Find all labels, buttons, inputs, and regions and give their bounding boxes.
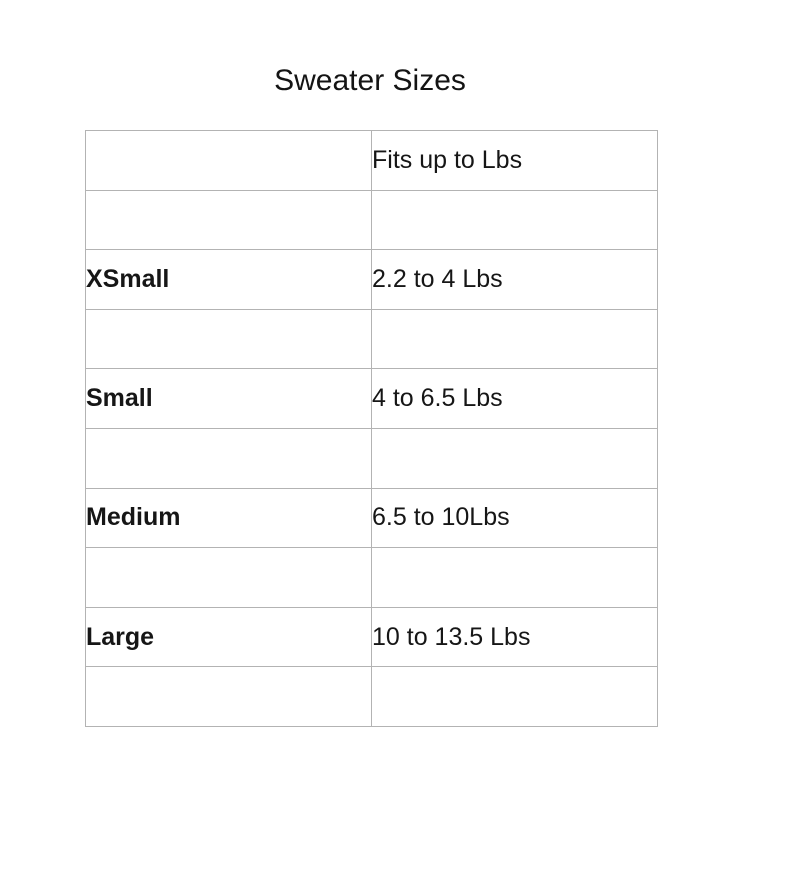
header-size-cell [85,130,372,191]
table-row: XSmall 2.2 to 4 Lbs [85,249,658,310]
fits-cell: 10 to 13.5 Lbs [371,606,658,668]
spacer-pink-cell [371,189,658,251]
size-cell: XSmall [85,249,372,310]
spacer-row [85,189,658,251]
size-cell: Small [85,368,372,429]
header-fits-cell: Fits up to Lbs [371,130,658,191]
spacer-size-cell [85,666,372,727]
spacer-size-cell [85,547,372,608]
table-row: Large 10 to 13.5 Lbs [85,606,658,668]
spacer-row [85,666,658,727]
sweater-sizes-table: Fits up to Lbs XSmall 2.2 to 4 Lbs Small… [85,130,658,727]
fits-cell: 4 to 6.5 Lbs [371,368,658,429]
table-row: Small 4 to 6.5 Lbs [85,368,658,429]
spacer-pink-cell [371,547,658,608]
header-row: Fits up to Lbs [85,130,658,191]
spacer-row [85,308,658,370]
size-cell: Large [85,606,372,668]
size-cell: Medium [85,487,372,549]
fits-cell: 6.5 to 10Lbs [371,487,658,549]
spacer-row [85,427,658,489]
spacer-size-cell [85,189,372,251]
spacer-row [85,547,658,608]
table-row: Medium 6.5 to 10Lbs [85,487,658,549]
spacer-pink-cell [371,427,658,489]
spacer-size-cell [85,308,372,370]
spacer-pink-cell [371,666,658,727]
spacer-pink-cell [371,308,658,370]
fits-cell: 2.2 to 4 Lbs [371,249,658,310]
page-title: Sweater Sizes [274,64,466,97]
spacer-size-cell [85,427,372,489]
